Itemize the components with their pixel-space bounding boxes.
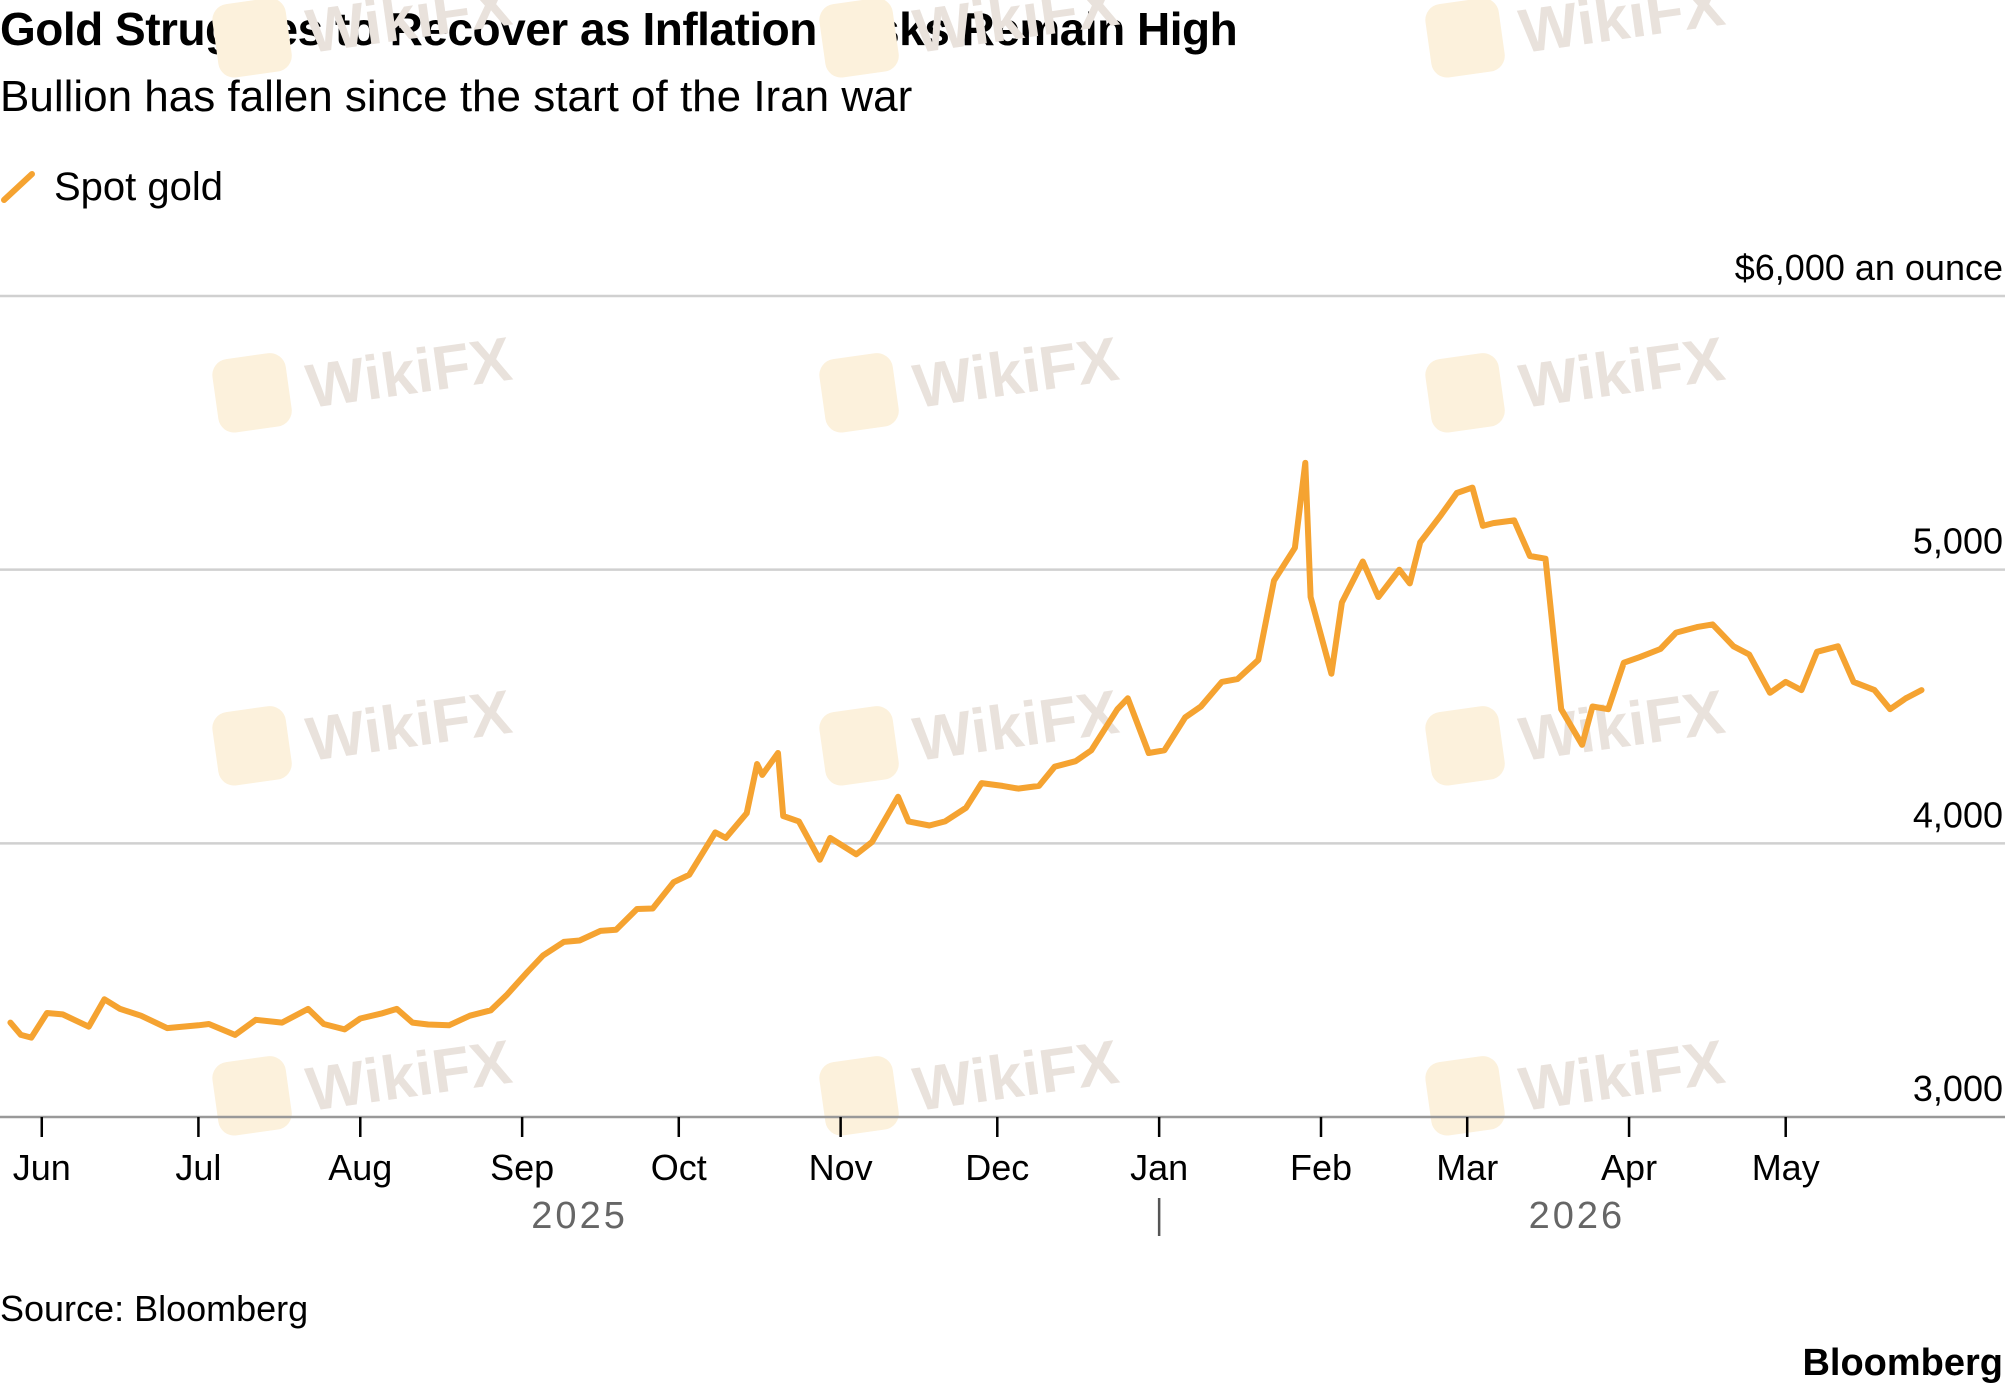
- x-tick-label: Dec: [965, 1147, 1029, 1188]
- watermark: WikiFX: [1425, 0, 1729, 78]
- watermark-logo-icon: [212, 1056, 292, 1136]
- watermark-logo-icon: [819, 1056, 899, 1136]
- source-note: Source: Bloomberg: [0, 1288, 309, 1329]
- x-tick-label: Aug: [328, 1147, 392, 1188]
- x-tick-label: Jun: [13, 1147, 71, 1188]
- watermark-text: WikiFX: [1515, 325, 1729, 422]
- watermark: WikiFX: [212, 1028, 516, 1136]
- watermark-logo-icon: [819, 353, 899, 433]
- watermark-text: WikiFX: [302, 325, 516, 422]
- series-layer: [7, 459, 1925, 1041]
- x-tick-label: Sep: [490, 1147, 554, 1188]
- watermark-text: WikiFX: [909, 1028, 1123, 1125]
- x-tick-label: Jan: [1130, 1147, 1188, 1188]
- chart-title: Gold Struggles to Recover as Inflation R…: [0, 3, 1238, 55]
- brand-logo: Bloomberg: [1802, 1342, 2003, 1384]
- y-axis-unit-label: $6,000 an ounce: [1735, 247, 2003, 288]
- watermark: WikiFX: [212, 0, 516, 78]
- watermark-logo-icon: [819, 0, 899, 78]
- x-tick-label: Feb: [1290, 1147, 1352, 1188]
- watermark-logo-icon: [819, 706, 899, 786]
- watermark-text: WikiFX: [302, 0, 516, 67]
- watermark-logo-icon: [212, 353, 292, 433]
- watermark: WikiFX: [819, 1028, 1123, 1136]
- year-label: 2026: [1529, 1195, 1626, 1237]
- watermark-logo-icon: [1425, 1056, 1505, 1136]
- watermark-text: WikiFX: [1515, 0, 1729, 67]
- y-tick-label: 3,000: [1913, 1068, 2003, 1109]
- watermark-logo-icon: [1425, 706, 1505, 786]
- x-tick-label: Apr: [1601, 1147, 1657, 1188]
- watermark-text: WikiFX: [1515, 678, 1729, 775]
- legend-line-icon: [1, 171, 35, 203]
- y-tick-label: 5,000: [1913, 521, 2003, 562]
- legend: Spot gold: [0, 162, 223, 212]
- year-label: 2025: [531, 1195, 628, 1237]
- y-tick-label: 4,000: [1913, 794, 2003, 835]
- x-tick-label: Jul: [175, 1147, 221, 1188]
- watermark-logo-icon: [1425, 353, 1505, 433]
- x-axis: Jun Jul Aug Sep Oct Nov Dec Jan Feb Mar Apr May 2025…: [0, 1115, 2005, 1237]
- watermark-text: WikiFX: [909, 325, 1123, 422]
- x-tick-label: Nov: [809, 1147, 873, 1188]
- x-tick-label: May: [1752, 1147, 1820, 1188]
- watermark-logo-icon: [212, 706, 292, 786]
- y-axis: 3,000 4,000 5,000 $6,000 an ounce: [1735, 247, 2003, 1109]
- watermark: WikiFX: [819, 325, 1123, 433]
- watermark-text: WikiFX: [302, 678, 516, 775]
- watermark: WikiFX: [1425, 325, 1729, 433]
- watermark: WikiFX: [212, 325, 516, 433]
- gridlines: [0, 294, 2005, 845]
- watermark: WikiFX: [819, 678, 1123, 786]
- watermark-text: WikiFX: [1515, 1028, 1729, 1125]
- watermark-text: WikiFX: [909, 678, 1123, 775]
- x-tick-label: Mar: [1436, 1147, 1498, 1188]
- watermark: WikiFX: [1425, 1028, 1729, 1136]
- watermark: WikiFX: [819, 0, 1123, 78]
- chart-subtitle: Bullion has fallen since the start of th…: [0, 72, 913, 121]
- x-tick-label: Oct: [651, 1147, 707, 1188]
- series-line-spot-gold: [7, 459, 1925, 1041]
- watermark-text: WikiFX: [302, 1028, 516, 1125]
- watermark-logo-icon: [212, 0, 292, 78]
- watermark: WikiFX: [212, 678, 516, 786]
- watermark-text: WikiFX: [909, 0, 1123, 67]
- legend-label-spot-gold: Spot gold: [54, 164, 224, 209]
- watermark-logo-icon: [1425, 0, 1505, 78]
